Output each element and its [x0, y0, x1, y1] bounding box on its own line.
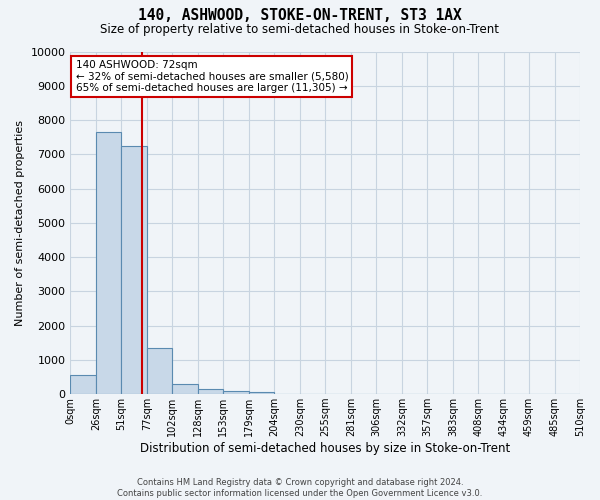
X-axis label: Distribution of semi-detached houses by size in Stoke-on-Trent: Distribution of semi-detached houses by …	[140, 442, 511, 455]
Y-axis label: Number of semi-detached properties: Number of semi-detached properties	[15, 120, 25, 326]
Bar	[199, 389, 223, 394]
Bar	[121, 146, 148, 394]
Text: 140, ASHWOOD, STOKE-ON-TRENT, ST3 1AX: 140, ASHWOOD, STOKE-ON-TRENT, ST3 1AX	[138, 8, 462, 22]
Text: 140 ASHWOOD: 72sqm
← 32% of semi-detached houses are smaller (5,580)
65% of semi: 140 ASHWOOD: 72sqm ← 32% of semi-detache…	[76, 60, 348, 94]
Bar	[97, 132, 121, 394]
Bar	[148, 348, 172, 394]
Text: Size of property relative to semi-detached houses in Stoke-on-Trent: Size of property relative to semi-detach…	[101, 22, 499, 36]
Bar	[223, 390, 249, 394]
Bar	[172, 384, 199, 394]
Bar	[70, 376, 97, 394]
Text: Contains HM Land Registry data © Crown copyright and database right 2024.
Contai: Contains HM Land Registry data © Crown c…	[118, 478, 482, 498]
Bar	[249, 392, 274, 394]
